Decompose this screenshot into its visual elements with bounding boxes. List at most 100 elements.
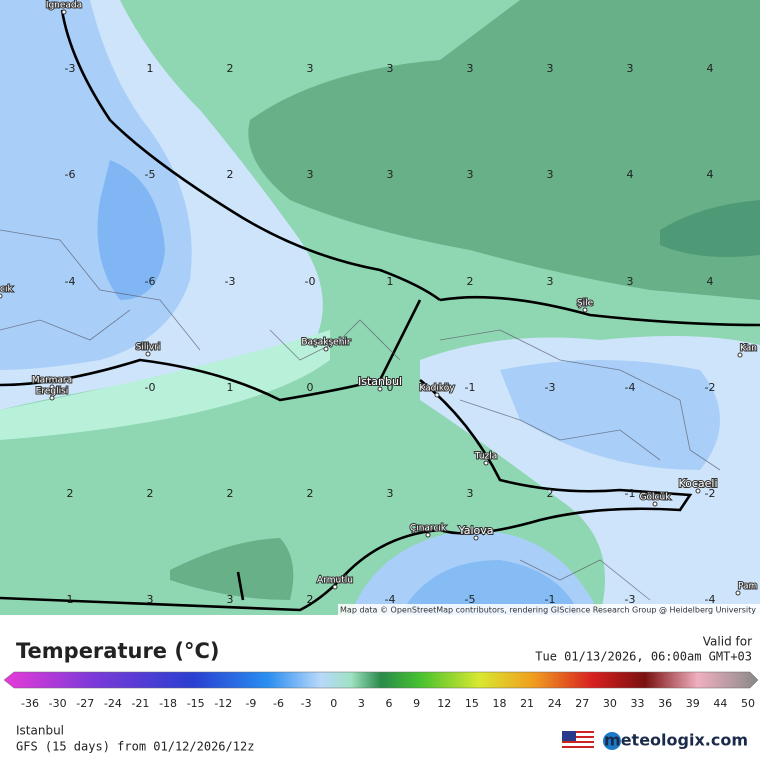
grid-value: -4 (625, 381, 636, 394)
grid-value: -2 (705, 487, 716, 500)
attribution: Map data © OpenStreetMap contributors, r… (340, 606, 756, 615)
color-bar-tick: 6 (386, 697, 393, 710)
location: Istanbul (16, 724, 64, 738)
place-marker (61, 9, 67, 15)
grid-value: 0 (307, 381, 314, 394)
place-label: Tuzla (474, 452, 498, 462)
flag (562, 731, 621, 751)
grid-value: 3 (627, 275, 634, 288)
grid-value: 3 (387, 487, 394, 500)
map (0, 0, 760, 615)
grid-value: 2 (547, 487, 554, 500)
place-label: Kan (740, 344, 757, 354)
grid-value: 3 (227, 593, 234, 606)
grid-value: 2 (307, 593, 314, 606)
place-label: cık (0, 285, 13, 295)
grid-value: 1 (227, 381, 234, 394)
grid-value: -0 (145, 381, 156, 394)
place-label: Çınarcık (410, 524, 447, 534)
place-marker (323, 346, 329, 352)
place-label: Silivri (136, 343, 161, 353)
grid-value: 3 (387, 62, 394, 75)
legend-title: Temperature (°C) (16, 639, 219, 663)
grid-value: 2 (227, 62, 234, 75)
grid-value: 2 (147, 487, 154, 500)
place-label: Armutlu (317, 576, 353, 586)
color-bar-tick: 21 (520, 697, 534, 710)
place-label: Şile (577, 299, 594, 309)
color-bar-tick: 27 (575, 697, 589, 710)
grid-value: -1 (545, 593, 556, 606)
place-marker (377, 386, 383, 392)
grid-value: 3 (147, 593, 154, 606)
valid-label: Valid for (703, 635, 752, 649)
grid-value: 3 (307, 62, 314, 75)
place-marker (49, 395, 55, 401)
grid-value: 3 (387, 168, 394, 181)
place-marker (473, 535, 479, 541)
grid-value: 1 (147, 62, 154, 75)
place-marker (145, 351, 151, 357)
grid-value: -3 (225, 275, 236, 288)
color-bar (3, 671, 759, 689)
grid-value: -4 (65, 275, 76, 288)
grid-value: 3 (627, 62, 634, 75)
color-bar-tick: 50 (741, 697, 755, 710)
place-label: Pam (738, 582, 757, 592)
brand: meteologix.com (604, 731, 748, 750)
place-marker (735, 590, 741, 596)
grid-value: 3 (307, 168, 314, 181)
place-marker (737, 352, 743, 358)
color-bar-tick: 24 (548, 697, 562, 710)
grid-value: 3 (547, 62, 554, 75)
grid-value: 2 (227, 168, 234, 181)
color-bar-tick: 3 (358, 697, 365, 710)
color-bar-tick: -15 (187, 697, 205, 710)
grid-value: 3 (467, 168, 474, 181)
color-bar-tick: 39 (686, 697, 700, 710)
place-marker (425, 532, 431, 538)
place-label: Yalova (458, 524, 494, 537)
color-bar-tick: 44 (713, 697, 727, 710)
color-bar-tick: -12 (214, 697, 232, 710)
place-label: Istanbul (358, 375, 402, 388)
color-bar-tick: 33 (631, 697, 645, 710)
grid-value: 0 (387, 381, 394, 394)
color-bar-tick: -27 (76, 697, 94, 710)
place-marker (483, 460, 489, 466)
color-bar-tick: -6 (273, 697, 284, 710)
grid-value: -4 (385, 593, 396, 606)
grid-value: -6 (145, 275, 156, 288)
grid-value: 4 (707, 168, 714, 181)
grid-value: -3 (65, 62, 76, 75)
grid-value: 4 (627, 168, 634, 181)
place-marker (0, 293, 3, 299)
place-label: Başakşehir (301, 338, 351, 348)
place-marker (49, 384, 55, 390)
grid-value: 1 (387, 275, 394, 288)
color-bar-tick: -36 (21, 697, 39, 710)
grid-value: 2 (467, 275, 474, 288)
grid-value: -3 (625, 593, 636, 606)
grid-value: 3 (467, 62, 474, 75)
color-bar-tick: 9 (413, 697, 420, 710)
color-bar-tick: 12 (437, 697, 451, 710)
grid-value: -5 (145, 168, 156, 181)
grid-value: 3 (467, 487, 474, 500)
color-bar-tick: -21 (131, 697, 149, 710)
color-bar-tick: -24 (104, 697, 122, 710)
place-marker (434, 392, 440, 398)
grid-value: 3 (547, 168, 554, 181)
place-marker (332, 584, 338, 590)
place-label: Igneada (46, 1, 82, 11)
grid-value: 2 (307, 487, 314, 500)
grid-value: -1 (625, 487, 636, 500)
place-label: Marmara (32, 376, 72, 386)
grid-value: 2 (67, 487, 74, 500)
valid-time: Tue 01/13/2026, 06:00am GMT+03 (535, 650, 752, 664)
place-marker (582, 307, 588, 313)
grid-value: -0 (305, 275, 316, 288)
color-bar-tick: -30 (49, 697, 67, 710)
grid-value: -3 (545, 381, 556, 394)
